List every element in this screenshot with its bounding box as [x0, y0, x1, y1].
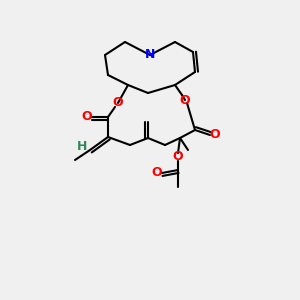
Text: O: O: [173, 151, 183, 164]
Text: O: O: [152, 167, 162, 179]
Text: O: O: [210, 128, 220, 142]
Text: O: O: [180, 94, 190, 106]
Text: O: O: [82, 110, 92, 124]
Text: O: O: [113, 97, 123, 110]
Text: N: N: [145, 49, 155, 62]
Text: H: H: [77, 140, 87, 154]
